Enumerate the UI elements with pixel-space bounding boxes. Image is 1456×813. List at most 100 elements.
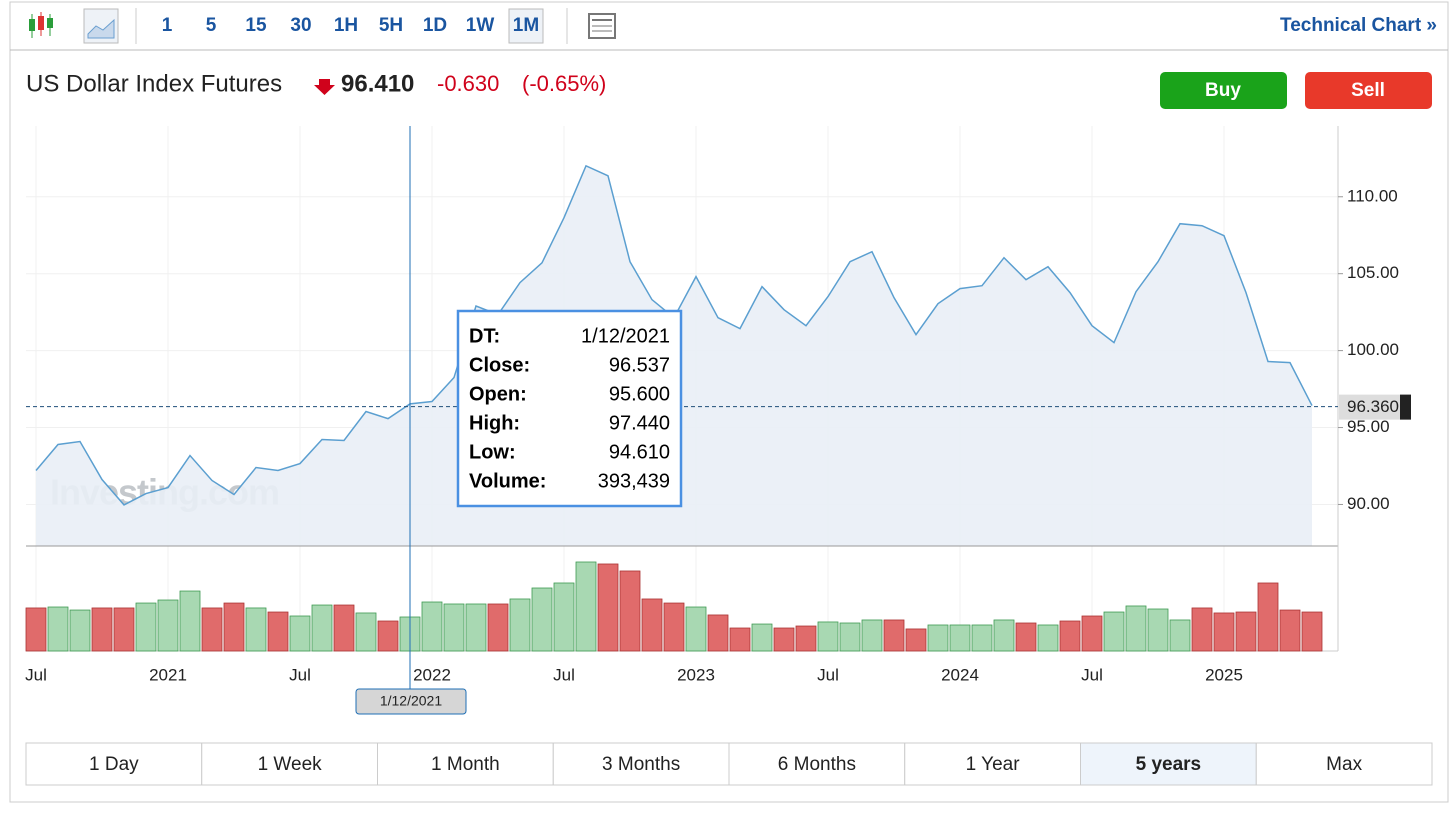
- technical-chart-link[interactable]: Technical Chart »: [1280, 15, 1437, 36]
- buy-button[interactable]: [1160, 72, 1287, 109]
- tooltip: [456, 309, 683, 508]
- volume-bar: [421, 601, 443, 652]
- volume-bar: [883, 619, 905, 652]
- range-button[interactable]: [25, 742, 203, 786]
- volume-bar: [113, 607, 135, 652]
- icon-part: [38, 16, 44, 30]
- volume-bar: [333, 604, 355, 652]
- volume-bar: [25, 607, 47, 652]
- volume-bar: [377, 620, 399, 652]
- range-label: 5 years: [1136, 754, 1202, 775]
- range-button[interactable]: [904, 742, 1081, 786]
- volume-bar: [201, 607, 223, 652]
- y-tick-label: 110.00: [1347, 186, 1398, 205]
- interval-button[interactable]: 5H: [379, 15, 403, 36]
- volume-bar: [927, 624, 949, 652]
- y-tick-label: 90.00: [1347, 494, 1390, 513]
- volume-bar: [839, 622, 861, 652]
- x-tick-label: Jul: [553, 665, 575, 684]
- volume-bar: [993, 619, 1015, 652]
- range-button[interactable]: [728, 742, 906, 786]
- sell-label: Sell: [1351, 80, 1385, 101]
- candle-icon[interactable]: [29, 12, 53, 38]
- volume-bar: [773, 627, 795, 652]
- volume-bar: [443, 603, 465, 652]
- interval-button[interactable]: 1W: [466, 15, 495, 36]
- tooltip-value: 95.600: [609, 383, 670, 405]
- price-box-edge: [1400, 394, 1411, 420]
- volume-bar: [1015, 622, 1037, 652]
- x-tick-label: Jul: [289, 665, 311, 684]
- icon-part: [29, 19, 35, 31]
- interval-button[interactable]: 5: [206, 15, 217, 36]
- interval-button[interactable]: 1: [162, 15, 173, 36]
- volume-bar: [685, 606, 707, 652]
- volume-bar: [1191, 607, 1213, 652]
- volume-bar: [47, 606, 69, 652]
- interval-button[interactable]: 1H: [334, 15, 358, 36]
- range-button[interactable]: [201, 742, 378, 786]
- volume-bar: [949, 624, 971, 652]
- range-label: 1 Year: [966, 754, 1021, 775]
- tooltip-label: High:: [469, 412, 520, 434]
- volume-bar: [553, 582, 575, 652]
- volume-bar: [1279, 609, 1301, 652]
- interval-button[interactable]: 15: [245, 15, 267, 36]
- volume-bar: [245, 607, 267, 652]
- volume-bar: [1235, 611, 1257, 652]
- volume-bar: [597, 563, 619, 652]
- range-button[interactable]: [377, 742, 554, 786]
- y-tick-label: 100.00: [1347, 340, 1399, 359]
- volume-bar: [91, 607, 113, 652]
- range-label: 1 Week: [258, 754, 323, 775]
- volume-bar: [1037, 624, 1059, 652]
- x-tick-label: 2023: [677, 665, 715, 684]
- volume-bar: [69, 609, 91, 652]
- range-button[interactable]: [552, 742, 730, 786]
- volume-bar: [663, 602, 685, 652]
- volume-bar: [1213, 612, 1235, 652]
- buy-label: Buy: [1205, 80, 1241, 101]
- range-button[interactable]: [1255, 742, 1433, 786]
- volume-bar: [465, 603, 487, 652]
- volume-bar: [971, 624, 993, 652]
- volume-bar: [1257, 582, 1279, 652]
- volume-bar: [619, 570, 641, 652]
- x-tick-label: Jul: [1081, 665, 1103, 684]
- interval-button[interactable]: 30: [290, 15, 311, 36]
- x-tick-label: Jul: [25, 665, 47, 684]
- volume-bar: [1103, 611, 1125, 652]
- volume-bar: [1059, 620, 1081, 652]
- volume-bar: [1125, 605, 1147, 652]
- x-tick-label: Jul: [817, 665, 839, 684]
- volume-bar: [509, 598, 531, 652]
- current-price-label: 96.360: [1347, 397, 1399, 416]
- y-tick-label: 95.00: [1347, 417, 1390, 436]
- range-label: 6 Months: [778, 754, 856, 775]
- volume-bar: [817, 621, 839, 652]
- news-icon[interactable]: [588, 13, 616, 39]
- volume-bar: [795, 625, 817, 652]
- volume-bar: [905, 628, 927, 652]
- tooltip-label: DT:: [469, 325, 500, 347]
- volume-bar: [157, 599, 179, 652]
- icon-part: [47, 18, 53, 28]
- down-arrow: [314, 79, 335, 95]
- price: 96.410: [341, 70, 414, 97]
- crosshair-date: 1/12/2021: [380, 693, 442, 709]
- instrument-title: US Dollar Index Futures: [26, 70, 282, 97]
- tooltip-label: Low:: [469, 441, 516, 463]
- interval-selected: [508, 8, 544, 44]
- current-price-box: [1339, 394, 1411, 420]
- volume-bar: [1169, 619, 1191, 652]
- interval-button[interactable]: 1M: [513, 15, 539, 36]
- volume-bar: [1081, 615, 1103, 652]
- volume-bar: [729, 627, 751, 652]
- volume-bar: [289, 615, 311, 652]
- interval-button[interactable]: 1D: [423, 15, 447, 36]
- sell-button[interactable]: [1305, 72, 1432, 109]
- tooltip-value: 1/12/2021: [581, 325, 670, 347]
- tooltip-value: 393,439: [598, 470, 670, 492]
- volume-bar: [311, 604, 333, 652]
